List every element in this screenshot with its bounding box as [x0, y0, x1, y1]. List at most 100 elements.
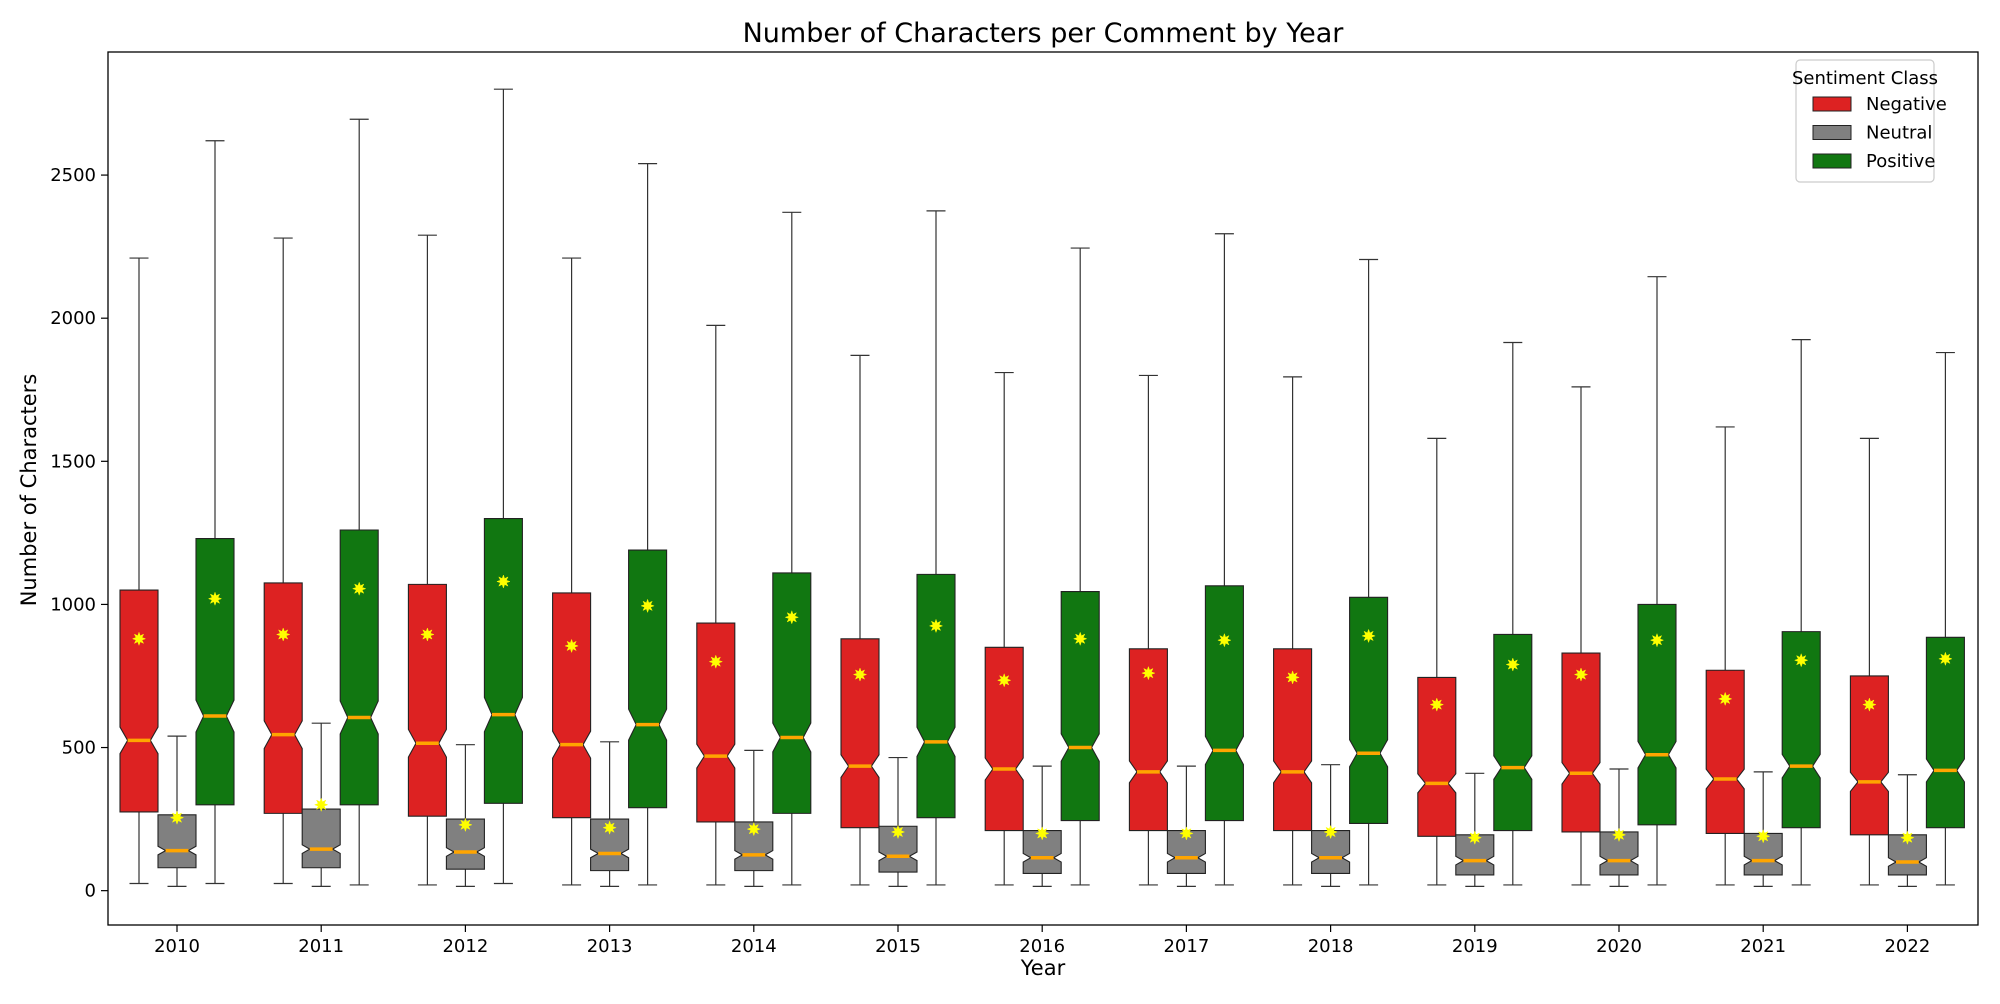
box-negative-2018	[1273, 376, 1313, 886]
box-neutral-2011	[301, 722, 341, 887]
box-body	[984, 646, 1024, 832]
box-negative-2022	[1849, 437, 1889, 886]
box-body	[1417, 676, 1457, 837]
x-axis-title: Year	[1020, 956, 1066, 980]
x-tick-label: 2010	[154, 936, 200, 957]
box-negative-2017	[1128, 374, 1168, 886]
box-body	[734, 821, 774, 872]
x-tick-label: 2012	[442, 936, 488, 957]
mean-marker	[640, 598, 655, 614]
box-negative-2011	[263, 237, 303, 885]
box-body	[119, 589, 159, 813]
mean-marker	[1323, 824, 1338, 840]
y-tick-label: 1000	[50, 594, 96, 615]
mean-marker	[1505, 657, 1521, 672]
box-positive-2014	[772, 211, 812, 886]
x-tick-label: 2020	[1596, 936, 1642, 957]
box-positive-2010	[195, 140, 235, 885]
box-negative-2014	[696, 324, 736, 886]
box-body	[1925, 636, 1965, 829]
mean-marker	[996, 673, 1012, 688]
y-tick-label: 0	[85, 881, 96, 902]
mean-marker	[313, 797, 329, 813]
box-negative-2019	[1417, 437, 1457, 886]
x-tick-label: 2018	[1308, 936, 1354, 957]
mean-marker	[1649, 632, 1665, 648]
box-body	[590, 818, 630, 872]
mean-marker	[1573, 667, 1589, 682]
box-positive-2011	[339, 118, 379, 886]
box-body	[1781, 631, 1821, 829]
box-negative-2016	[984, 371, 1024, 886]
box-body	[1128, 648, 1168, 832]
box-neutral-2013	[590, 741, 630, 887]
mean-marker	[131, 631, 147, 647]
mean-marker	[928, 618, 944, 634]
box-body	[1060, 590, 1100, 822]
box-body	[157, 814, 197, 869]
mean-marker	[784, 610, 800, 625]
mean-marker	[1285, 670, 1300, 685]
box-body	[1599, 831, 1639, 876]
x-tick-label: 2017	[1163, 936, 1209, 957]
x-tick-label: 2019	[1452, 936, 1498, 957]
mean-marker	[1429, 697, 1445, 712]
box-body	[1493, 633, 1533, 832]
box-neutral-2010	[157, 735, 197, 887]
mean-marker	[1900, 830, 1915, 845]
mean-marker	[746, 821, 762, 837]
box-positive-2017	[1204, 233, 1244, 886]
x-tick-label: 2021	[1740, 936, 1786, 957]
box-body	[1455, 834, 1495, 876]
x-tick-label: 2011	[298, 936, 344, 957]
box-negative-2013	[552, 257, 592, 886]
box-neutral-2020	[1599, 768, 1639, 887]
box-neutral-2014	[734, 749, 774, 887]
box-neutral-2022	[1887, 774, 1927, 887]
mean-marker	[1793, 652, 1809, 668]
box-body	[840, 638, 880, 829]
box-body	[301, 808, 341, 869]
box-body	[483, 518, 523, 804]
box-body	[1849, 675, 1889, 836]
mean-marker	[602, 820, 617, 835]
box-body	[195, 538, 235, 806]
box-neutral-2015	[878, 756, 918, 887]
mean-marker	[496, 574, 511, 589]
x-tick-label: 2013	[587, 936, 633, 957]
box-body	[1204, 585, 1244, 822]
box-positive-2022	[1925, 351, 1965, 886]
box-positive-2021	[1781, 339, 1821, 886]
box-positive-2019	[1493, 341, 1533, 886]
legend-swatch-negative	[1812, 96, 1852, 112]
y-tick-label: 2500	[50, 165, 96, 186]
mean-marker	[169, 810, 185, 825]
mean-marker	[1717, 691, 1733, 707]
mean-marker	[1034, 826, 1050, 841]
mean-marker	[275, 627, 291, 642]
y-tick-label: 500	[62, 738, 96, 759]
box-body	[878, 825, 918, 873]
box-neutral-2016	[1022, 765, 1062, 887]
box-body	[407, 583, 447, 817]
mean-marker	[1072, 631, 1088, 647]
plot-area	[119, 88, 1965, 887]
mean-marker	[1938, 651, 1953, 667]
legend-swatch-neutral	[1812, 125, 1852, 140]
box-body	[1637, 603, 1677, 826]
box-body	[1743, 832, 1783, 876]
mean-marker	[420, 627, 435, 642]
box-body	[1705, 669, 1745, 834]
box-positive-2015	[916, 210, 956, 886]
box-body	[445, 818, 485, 870]
mean-marker	[1467, 830, 1483, 845]
box-negative-2020	[1561, 386, 1601, 886]
box-body	[772, 572, 812, 814]
legend-label-positive: Positive	[1866, 151, 1935, 172]
legend: Sentiment Class Negative Neutral Positive	[1792, 59, 1947, 183]
x-tick-label: 2015	[875, 936, 921, 957]
box-body	[339, 529, 379, 806]
box-positive-2020	[1637, 276, 1677, 886]
